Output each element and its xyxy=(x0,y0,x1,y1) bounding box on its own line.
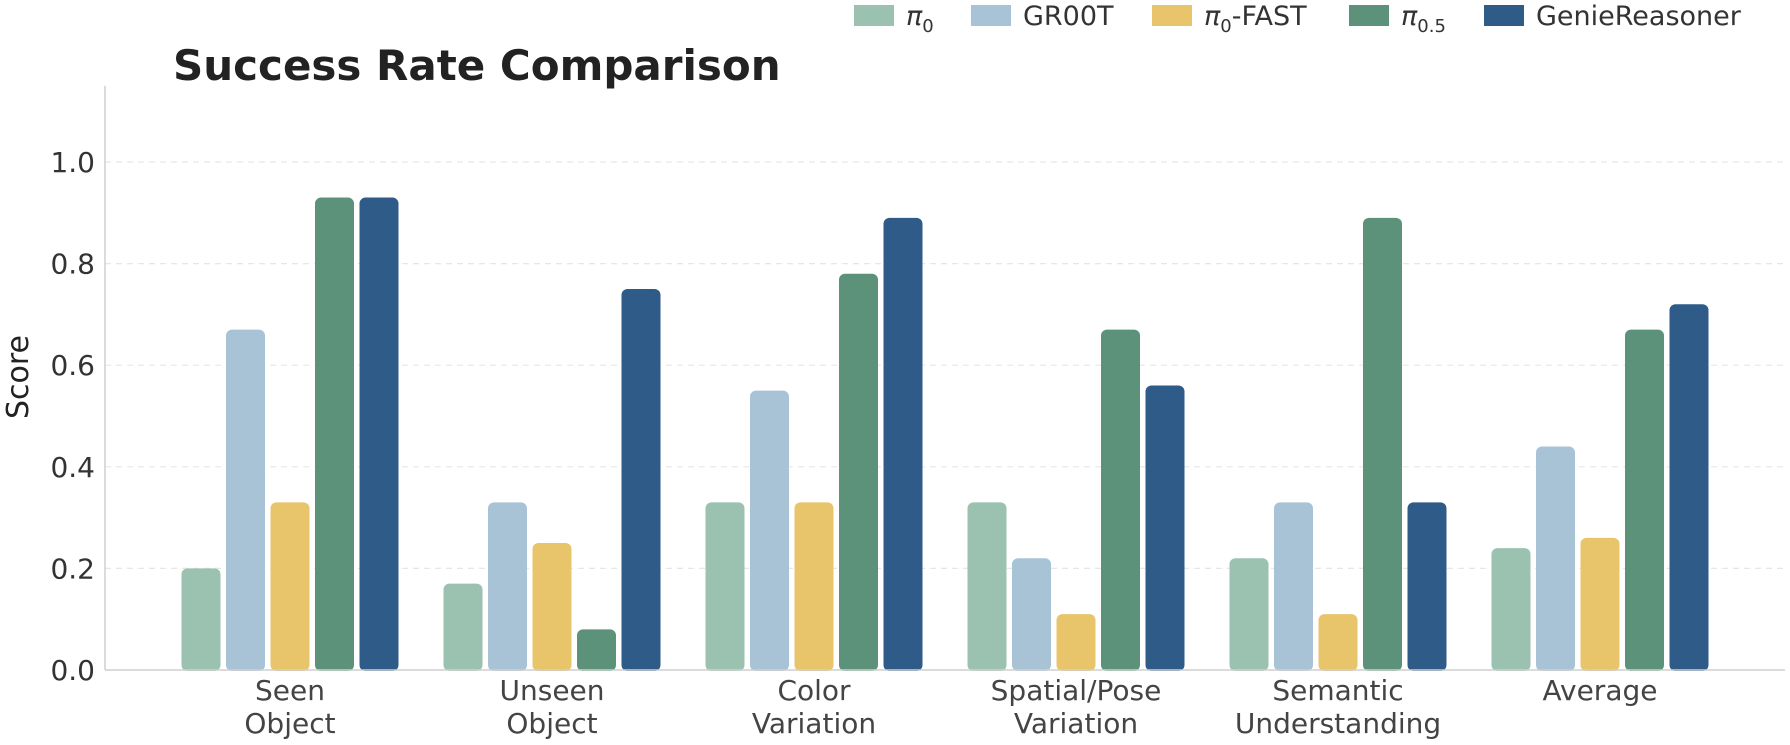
y-tick-label: 0.8 xyxy=(50,248,95,281)
x-tick-label: Unseen Object xyxy=(499,674,604,740)
bar xyxy=(705,502,745,671)
legend-item: π0-FAST xyxy=(1152,1,1307,37)
legend-label: π0.5 xyxy=(1401,1,1446,37)
legend-item: GenieReasoner xyxy=(1484,1,1742,32)
bar xyxy=(839,273,878,671)
bar xyxy=(1669,304,1709,671)
bar xyxy=(1407,502,1447,671)
bar xyxy=(181,568,221,671)
bar xyxy=(621,289,661,671)
bar xyxy=(1101,329,1140,671)
bar xyxy=(1580,537,1620,671)
bar xyxy=(1536,446,1575,671)
legend-label: GR00T xyxy=(1023,1,1114,32)
bar xyxy=(1491,548,1531,671)
bar xyxy=(1318,614,1358,671)
bar xyxy=(359,197,399,671)
legend: π0 GR00T π0-FAST π0.5 GenieReasoner xyxy=(854,1,1742,37)
axes-layer: 0.0 0.2 0.4 0.6 0.8 1.0 Seen Object Unseen Object… xyxy=(50,85,1785,740)
x-tick-label: Average xyxy=(1543,674,1658,707)
bar xyxy=(883,217,923,671)
x-tick-label: Semantic Understanding xyxy=(1235,674,1441,740)
bar xyxy=(1363,217,1402,671)
bar xyxy=(443,583,483,671)
x-tick-label: Seen Object xyxy=(244,674,335,740)
bar xyxy=(1056,614,1096,671)
bar xyxy=(794,502,834,671)
y-tick-label: 1.0 xyxy=(50,146,95,179)
bar xyxy=(532,543,572,671)
legend-item: π0 xyxy=(854,1,934,37)
bar xyxy=(750,390,789,671)
x-tick-label: Spatial/Pose Variation xyxy=(991,674,1162,740)
legend-swatch xyxy=(1349,5,1389,26)
bar xyxy=(226,329,265,671)
bar xyxy=(488,502,527,671)
legend-item: GR00T xyxy=(971,1,1114,32)
bar xyxy=(1012,558,1051,671)
y-tick-label: 0.0 xyxy=(50,654,95,687)
legend-label: π0 xyxy=(906,1,934,37)
bar xyxy=(1145,385,1185,671)
legend-swatch xyxy=(1152,5,1192,26)
bar xyxy=(577,629,616,671)
y-axis-label: Score xyxy=(1,335,36,419)
y-tick-label: 0.4 xyxy=(50,451,95,484)
legend-label: π0-FAST xyxy=(1204,1,1307,37)
legend-swatch xyxy=(1484,5,1524,26)
bar xyxy=(1229,558,1269,671)
bar xyxy=(315,197,354,671)
y-tick-label: 0.2 xyxy=(50,552,95,585)
bar xyxy=(967,502,1007,671)
legend-swatch xyxy=(854,5,894,26)
bar xyxy=(270,502,310,671)
bar xyxy=(1625,329,1664,671)
legend-swatch xyxy=(971,5,1011,26)
chart-title: Success Rate Comparison xyxy=(173,41,781,90)
legend-label: GenieReasoner xyxy=(1536,1,1742,32)
bar xyxy=(1274,502,1313,671)
grid-layer xyxy=(105,161,1785,570)
x-tick-label: Color Variation xyxy=(752,674,876,740)
y-tick-label: 0.6 xyxy=(50,349,95,382)
bars-layer xyxy=(181,197,1709,671)
legend-item: π0.5 xyxy=(1349,1,1446,37)
